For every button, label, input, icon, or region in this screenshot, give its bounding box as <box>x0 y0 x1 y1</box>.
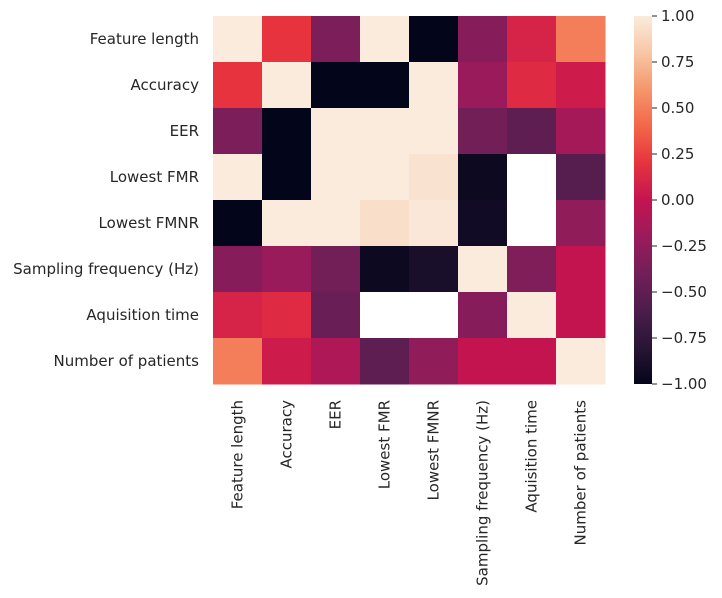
column-label: EER <box>327 400 345 429</box>
heatmap-cell <box>556 338 606 385</box>
heatmap-cell <box>409 200 459 247</box>
heatmap-cell <box>409 108 459 155</box>
row-labels: Feature length Accuracy EER Lowest FMR Lowes… <box>13 30 199 370</box>
heatmap-cell <box>262 16 312 63</box>
heatmap-cell <box>556 292 606 339</box>
row-label: Lowest FMR <box>110 168 199 186</box>
heatmap-cell <box>556 154 606 201</box>
heatmap-cell <box>507 62 557 109</box>
heatmap-cell <box>213 154 263 201</box>
heatmap-cells <box>213 16 606 385</box>
heatmap-cell <box>311 154 361 201</box>
heatmap-cell <box>311 292 361 339</box>
heatmap-cell <box>360 154 410 201</box>
colorbar-tick-label: −0.50 <box>661 283 707 301</box>
heatmap-cell <box>213 292 263 339</box>
heatmap-cell <box>458 292 508 339</box>
heatmap-cell <box>311 62 361 109</box>
colorbar-ticks: 1.00 0.75 0.50 0.25 0.00 −0.25 −0.50 −0.75 −1.00 <box>652 7 707 393</box>
colorbar-tick-label: −0.25 <box>661 237 707 255</box>
heatmap-cell <box>507 108 557 155</box>
heatmap-cell <box>458 200 508 247</box>
heatmap-cell <box>311 108 361 155</box>
row-label: Number of patients <box>54 352 200 370</box>
heatmap-cell <box>360 338 410 385</box>
heatmap-cell <box>360 200 410 247</box>
heatmap-cell <box>311 246 361 293</box>
heatmap-cell <box>262 200 312 247</box>
column-label: Feature length <box>229 400 247 509</box>
colorbar-tick-label: 1.00 <box>661 7 694 25</box>
heatmap-cell <box>262 338 312 385</box>
heatmap-cell <box>409 292 459 339</box>
row-label: Feature length <box>90 30 199 48</box>
column-label: Accuracy <box>278 400 296 469</box>
heatmap-cell <box>409 338 459 385</box>
colorbar-tick-label: −0.75 <box>661 329 707 347</box>
heatmap-cell <box>360 62 410 109</box>
heatmap-cell <box>556 246 606 293</box>
heatmap-cell <box>409 246 459 293</box>
heatmap-cell <box>409 62 459 109</box>
heatmap-cell <box>262 154 312 201</box>
row-label: Accuracy <box>131 76 200 94</box>
heatmap-cell <box>213 16 263 63</box>
heatmap-cell <box>213 200 263 247</box>
row-label: Sampling frequency (Hz) <box>13 260 199 278</box>
heatmap-cell <box>507 338 557 385</box>
column-label: Sampling frequency (Hz) <box>474 400 492 586</box>
column-labels: Feature length Accuracy EER Lowest FMR Lowes… <box>229 400 590 586</box>
heatmap-cell <box>458 154 508 201</box>
colorbar-tick-label: 0.50 <box>661 99 694 117</box>
column-label: Lowest FMNR <box>425 400 443 500</box>
heatmap-cell <box>311 200 361 247</box>
heatmap-cell <box>409 16 459 63</box>
heatmap-cell <box>556 16 606 63</box>
heatmap-cell <box>360 292 410 339</box>
heatmap-cell <box>556 62 606 109</box>
colorbar <box>634 16 652 384</box>
heatmap-cell <box>458 62 508 109</box>
heatmap-cell <box>458 16 508 63</box>
row-label: Aquisition time <box>86 306 199 324</box>
heatmap-cell <box>458 246 508 293</box>
heatmap-cell <box>507 200 557 247</box>
heatmap-cell <box>262 108 312 155</box>
heatmap-cell <box>311 338 361 385</box>
heatmap-cell <box>556 108 606 155</box>
column-label: Lowest FMR <box>376 400 394 489</box>
heatmap-cell <box>360 108 410 155</box>
heatmap-cell <box>262 246 312 293</box>
column-label: Number of patients <box>572 400 590 546</box>
heatmap-cell <box>458 338 508 385</box>
heatmap-cell <box>360 246 410 293</box>
heatmap-cell <box>213 246 263 293</box>
column-label: Aquisition time <box>523 400 541 513</box>
heatmap-cell <box>409 154 459 201</box>
heatmap-cell <box>507 292 557 339</box>
colorbar-tick-label: 0.75 <box>661 53 694 71</box>
heatmap-cell <box>262 292 312 339</box>
heatmap-cell <box>213 338 263 385</box>
heatmap-cell <box>507 16 557 63</box>
row-label: Lowest FMNR <box>99 214 199 232</box>
colorbar-tick-label: 0.25 <box>661 145 694 163</box>
row-label: EER <box>170 122 199 140</box>
heatmap-cell <box>360 16 410 63</box>
heatmap-cell <box>507 154 557 201</box>
colorbar-tick-label: −1.00 <box>661 375 707 393</box>
heatmap-cell <box>311 16 361 63</box>
colorbar-tick-label: 0.00 <box>661 191 694 209</box>
heatmap-cell <box>556 200 606 247</box>
heatmap-cell <box>262 62 312 109</box>
heatmap-cell <box>213 62 263 109</box>
heatmap-cell <box>507 246 557 293</box>
heatmap-cell <box>213 108 263 155</box>
heatmap-cell <box>458 108 508 155</box>
